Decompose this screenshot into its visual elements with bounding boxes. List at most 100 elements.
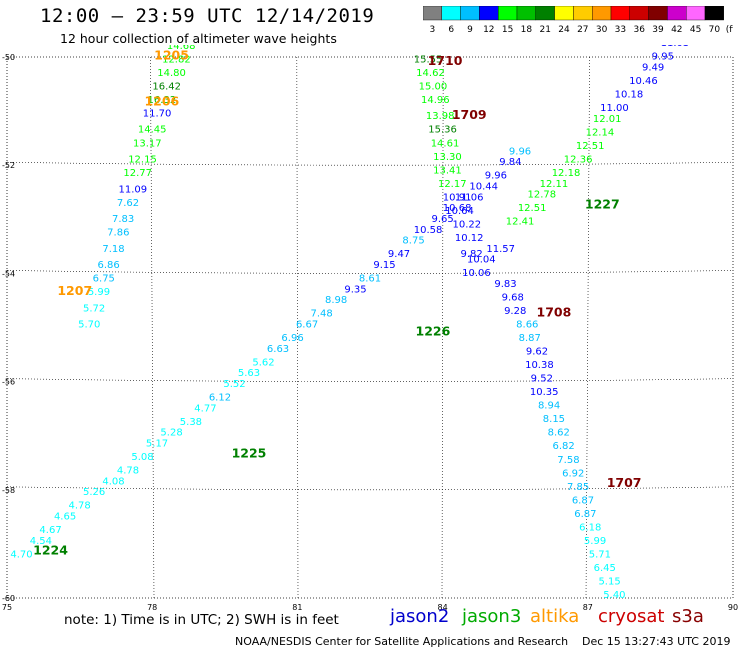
pass-time-label: 1207 [57,283,92,298]
swh-value: 14.45 [138,125,167,136]
legend-s3a: s3a [672,606,704,627]
swh-value: 12.77 [123,168,152,179]
swh-value: 14.80 [157,68,186,79]
swh-value: 11.06 [455,192,484,203]
lon-tick-label: 75 [2,603,12,612]
swh-value: 13.41 [433,165,462,176]
swh-value: 5.70 [78,320,100,331]
swh-value: 6.82 [552,441,574,452]
swh-value: 12.51 [576,141,605,152]
swh-value: 10.18 [615,90,644,101]
lat-tick-label: -58 [2,486,15,495]
swh-value: 9.65 [431,214,453,225]
swh-value: 8.15 [543,414,565,425]
parallel-line [6,161,734,166]
swh-value: 6.87 [572,495,594,506]
swh-value: 10.46 [629,76,658,87]
swh-value: 15.36 [428,125,457,136]
swh-value: 4.78 [117,466,139,477]
swh-value: 9.15 [373,260,395,271]
swh-value: 6.75 [93,274,115,285]
swh-value: 5.71 [589,549,611,560]
swh-value: 9.68 [502,292,524,303]
swh-value: 6.67 [296,320,318,331]
parallel-line [6,378,734,382]
pass-time-label: 1709 [452,107,487,122]
swh-value: 12.18 [552,168,581,179]
swh-value: 12.51 [518,203,547,214]
swh-value: 8.75 [402,236,424,247]
swh-value: 8.61 [359,274,381,285]
swh-value: 13.98 [172,27,201,38]
swh-value: 10.38 [525,360,554,371]
swh-value: 9.83 [494,279,516,290]
swh-value: 8.98 [325,295,347,306]
swh-value: 12.01 [593,114,622,125]
swh-value: 6.92 [562,468,584,479]
pass-time-label: 1224 [33,543,68,558]
legend-altika: altika [530,606,580,627]
swh-value: 14.96 [421,95,450,106]
swh-value: 7.85 [567,482,589,493]
colorbar-label: 24 [558,25,570,35]
colorbar-label: 27 [577,25,588,35]
swh-value: 11.12 [670,27,699,38]
swh-value: 7.83 [112,214,134,225]
swh-value: 12.20 [680,14,709,25]
pass-time-label: 1205 [154,48,189,63]
swh-value: 7.62 [117,198,139,209]
legend-cryosat: cryosat [598,606,665,627]
swh-value: 14.61 [431,138,460,149]
swh-value: 16.42 [152,81,181,92]
swh-value: 5.08 [131,452,153,463]
swh-value: 5.17 [146,439,168,450]
swh-value: 8.66 [516,320,538,331]
swh-value: 6.12 [209,393,231,404]
swh-value: 11.03 [661,38,690,49]
swh-value: 10.04 [467,255,496,266]
swh-value: 5.28 [160,428,182,439]
swh-value: 12.82 [162,54,191,65]
swh-value: 9.35 [344,284,366,295]
swh-value: 9.82 [461,249,483,260]
colorbar-label: 18 [521,25,533,35]
meridian-line [585,56,590,599]
swh-value: 14.62 [416,68,445,79]
parallel-line [6,270,734,274]
swh-value: 6.96 [281,333,303,344]
swh-value: 6.18 [579,522,601,533]
swh-value: 13.30 [433,152,462,163]
swh-value: 9.52 [531,374,553,385]
swh-value: 5.99 [584,536,606,547]
swh-value: 6.45 [594,563,616,574]
meridian-line [296,56,299,599]
swh-value: 9.95 [652,52,674,63]
swh-value: 5.40 [603,590,625,601]
swh-value: 10.35 [530,387,559,398]
swh-value: 12.41 [506,217,535,228]
pass-time-label: 1227 [585,196,620,211]
swh-value: 7.86 [107,228,129,239]
colorbar-label: 12 [483,25,494,35]
colorbar-label: 6 [448,25,454,35]
swh-value: 12.17 [438,179,467,190]
page-title: 12:00 — 23:59 UTC 12/14/2019 [40,5,375,27]
swh-value: 4.77 [194,403,216,414]
swh-value: 12.14 [586,127,615,138]
colorbar-label: 3 [430,25,436,35]
swh-value: 5.52 [223,379,245,390]
swh-value: 4.65 [54,512,76,523]
swh-value: 9.96 [509,146,531,157]
swh-value: 5.63 [238,368,260,379]
swh-value: 4.78 [68,501,90,512]
graticule: 75 78 81 84 87 90 -50 -52 -54 -56 -58 -60 [2,53,738,612]
swh-value: 9.28 [504,306,526,317]
swh-value: 9.96 [485,171,507,182]
swh-value: 8.62 [548,428,570,439]
swh-value: 9.47 [388,249,410,260]
swh-value: 7.58 [557,455,579,466]
swh-value: 4.54 [30,536,52,547]
swh-value: 9.62 [526,347,548,358]
